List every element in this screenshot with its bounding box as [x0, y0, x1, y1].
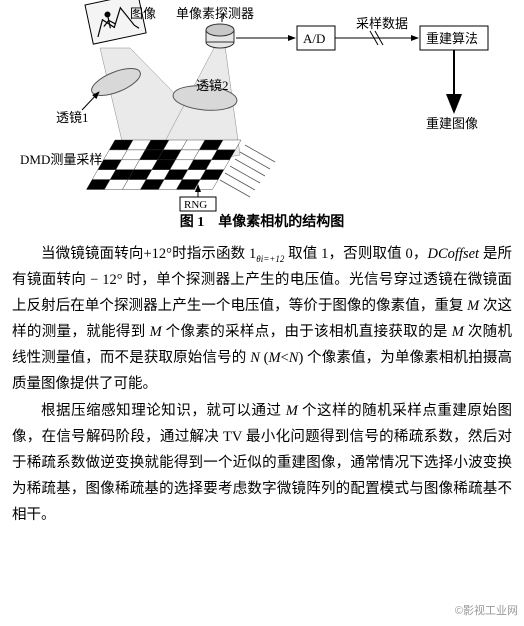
text: 当微镜镜面转向+12°时指示函数 1 — [41, 246, 256, 262]
text: < — [281, 350, 289, 366]
text: 个这样的随机采样点重建原始图像，在信号解码阶段，通过解决 TV 最小化问题得到信… — [12, 403, 512, 523]
label-ad: A/D — [303, 31, 325, 46]
figure-caption: 图 1 单像素相机的结构图 — [0, 210, 524, 235]
var-m: M — [268, 350, 280, 366]
var-m: M — [286, 403, 298, 419]
label-detector: 单像素探测器 — [176, 6, 254, 21]
var-m: M — [467, 298, 479, 314]
label-dmd: DMD测量采样 — [20, 152, 102, 167]
paragraph-2: 根据压缩感知理论知识，就可以通过 M 个这样的随机采样点重建原始图像，在信号解码… — [12, 398, 512, 528]
camera-diagram: 图像 透镜1 透镜2 单像素探测器 — [0, 0, 524, 215]
var-m: M — [452, 324, 464, 340]
dmd-grid — [86, 140, 275, 197]
label-sample-data: 采样数据 — [356, 16, 408, 31]
text: 取值 1，否则取值 0， — [284, 246, 427, 262]
italic-term: DCoffset — [428, 246, 480, 262]
text: 根据压缩感知理论知识，就可以通过 — [41, 403, 286, 419]
label-image: 图像 — [130, 6, 156, 21]
caption-title: 单像素相机的结构图 — [218, 215, 344, 230]
text: 个像素的采样点，由于该相机直接获取的是 — [162, 324, 452, 340]
watermark: ©影视工业网 — [455, 602, 518, 622]
label-lens2: 透镜2 — [196, 78, 229, 93]
var-n: N — [289, 350, 299, 366]
figure-area: 图像 透镜1 透镜2 单像素探测器 — [0, 0, 524, 235]
paragraph-1: 当微镜镜面转向+12°时指示函数 1θi=+12 取值 1，否则取值 0，DCo… — [12, 241, 512, 398]
label-recon-algo: 重建算法 — [426, 31, 478, 46]
caption-prefix: 图 1 — [180, 215, 205, 230]
lens1-pointer — [82, 92, 99, 110]
label-recon-image: 重建图像 — [426, 116, 478, 131]
body-text: 当微镜镜面转向+12°时指示函数 1θi=+12 取值 1，否则取值 0，DCo… — [0, 235, 524, 528]
detector-shape — [206, 24, 234, 48]
label-lens1: 透镜1 — [56, 110, 89, 125]
var-n: N — [250, 350, 260, 366]
var-m: M — [150, 324, 162, 340]
subscript: θi=+12 — [256, 254, 284, 264]
